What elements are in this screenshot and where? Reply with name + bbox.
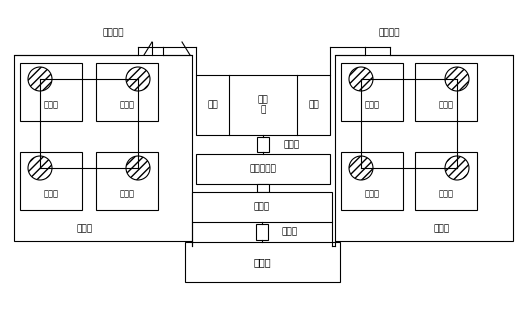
Bar: [257, 137, 269, 152]
Circle shape: [28, 156, 52, 180]
Circle shape: [28, 67, 52, 91]
Bar: [192, 192, 332, 222]
Bar: [20, 63, 82, 121]
Text: 进浆管: 进浆管: [77, 224, 93, 233]
Text: 钻孔框: 钻孔框: [120, 190, 134, 198]
Bar: [96, 63, 158, 121]
Circle shape: [445, 156, 469, 180]
Text: 排浆地沟: 排浆地沟: [102, 29, 124, 37]
Circle shape: [349, 156, 373, 180]
Text: 进浆管: 进浆管: [434, 224, 450, 233]
Text: 钻孔框: 钻孔框: [120, 100, 134, 109]
Bar: [415, 152, 477, 210]
Bar: [185, 242, 340, 282]
Text: 钻孔框: 钻孔框: [365, 190, 379, 198]
Bar: [341, 63, 403, 121]
Bar: [14, 55, 192, 241]
Text: 泥浆泵: 泥浆泵: [283, 140, 299, 149]
Bar: [96, 152, 158, 210]
Circle shape: [349, 67, 373, 91]
Circle shape: [126, 67, 150, 91]
Bar: [256, 224, 268, 240]
Bar: [415, 63, 477, 121]
Bar: [196, 75, 330, 135]
Text: 泥浆泵: 泥浆泵: [282, 228, 298, 236]
Bar: [257, 184, 269, 192]
Text: 钻孔框: 钻孔框: [438, 190, 454, 198]
Text: 钻孔框: 钻孔框: [365, 100, 379, 109]
Bar: [20, 152, 82, 210]
Text: 沉淀
池: 沉淀 池: [258, 95, 268, 115]
Bar: [196, 154, 330, 184]
Bar: [341, 152, 403, 210]
Text: 泥浆净化器: 泥浆净化器: [250, 165, 277, 174]
Text: 排浆地沟: 排浆地沟: [378, 29, 400, 37]
Text: 造浆池: 造浆池: [253, 257, 271, 267]
Bar: [335, 55, 513, 241]
Text: 钻孔框: 钻孔框: [44, 100, 58, 109]
Text: 钻孔框: 钻孔框: [438, 100, 454, 109]
Text: 阀门: 阀门: [308, 100, 319, 109]
Circle shape: [126, 156, 150, 180]
Circle shape: [445, 67, 469, 91]
Text: 钻孔框: 钻孔框: [44, 190, 58, 198]
Text: 阀门: 阀门: [207, 100, 218, 109]
Text: 泥浆池: 泥浆池: [254, 203, 270, 212]
